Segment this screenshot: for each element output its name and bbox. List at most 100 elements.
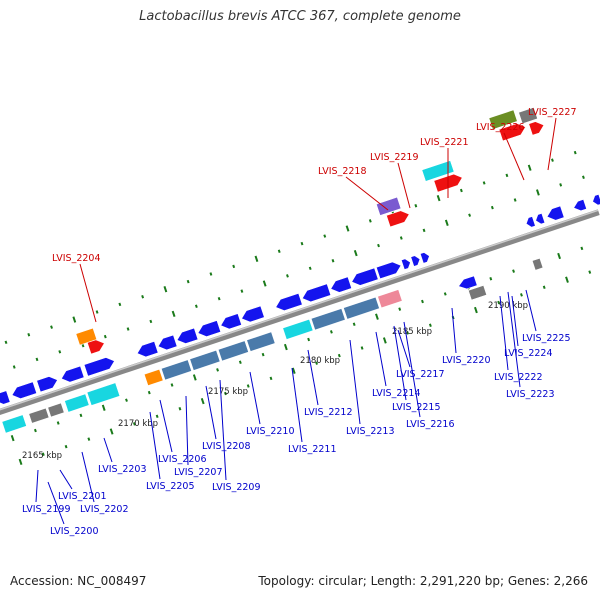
frame-tick — [565, 276, 569, 283]
frame-tick — [323, 234, 327, 238]
gene — [241, 305, 265, 323]
gene — [275, 292, 303, 312]
gene-shape — [275, 292, 303, 312]
frame-tick — [360, 346, 364, 350]
leader-line — [185, 395, 189, 466]
gene — [531, 257, 544, 271]
frame-tick — [377, 243, 380, 248]
gene-shape — [386, 210, 410, 228]
leader-line — [103, 437, 113, 463]
leader-line — [79, 263, 97, 323]
frame-tick — [490, 205, 494, 210]
frame-tick — [436, 194, 441, 202]
gene-shape — [351, 267, 379, 286]
gene-shape — [528, 121, 545, 136]
gene-shape — [458, 275, 478, 290]
gene-label: LVIS_2215 — [392, 402, 441, 413]
kbp-label: 2190 kbp — [488, 301, 528, 311]
frame-tick — [588, 270, 592, 274]
gene-label: LVIS_2227 — [528, 107, 577, 118]
frame-tick — [512, 269, 515, 273]
gene-shape — [246, 331, 276, 352]
gene-label: LVIS_2213 — [346, 426, 395, 437]
leader-line — [547, 117, 557, 171]
frame-tick — [337, 353, 341, 358]
frame-tick — [468, 213, 472, 217]
gene-label: LVIS_2203 — [98, 464, 147, 475]
gene — [36, 376, 58, 393]
kbp-label: 2175 kbp — [208, 387, 248, 397]
gene-shape — [143, 368, 164, 387]
gene-shape — [546, 205, 565, 221]
frame-tick — [35, 357, 39, 362]
gene — [573, 199, 587, 212]
gene — [157, 334, 178, 351]
frame-tick — [58, 350, 62, 354]
frame-tick — [224, 391, 227, 396]
gene-label: LVIS_2208 — [202, 441, 251, 452]
gene — [11, 381, 38, 399]
gene — [217, 340, 249, 362]
frame-tick — [79, 413, 83, 418]
frame-tick — [200, 397, 205, 405]
gene — [246, 331, 276, 352]
gene-label: LVIS_2216 — [406, 419, 455, 430]
gene-shape — [330, 276, 353, 293]
gene-label: LVIS_2223 — [506, 389, 555, 400]
leader-line — [349, 339, 361, 425]
frame-tick — [307, 337, 311, 342]
frame-tick — [331, 258, 335, 263]
gene-shape — [60, 365, 85, 383]
frame-tick — [101, 404, 106, 411]
frame-tick — [398, 307, 402, 311]
frame-tick — [10, 434, 15, 442]
frame-tick — [482, 181, 486, 185]
gene — [0, 390, 11, 405]
frame-tick — [12, 365, 16, 369]
leader-line — [451, 307, 457, 354]
frame-tick — [308, 266, 312, 271]
leader-line — [205, 385, 217, 440]
frame-tick — [155, 414, 159, 419]
gene — [330, 276, 353, 293]
genome-backbone — [0, 209, 600, 415]
gene-label: LVIS_2214 — [372, 388, 421, 399]
gene-shape — [419, 252, 430, 264]
leader-line — [219, 379, 227, 481]
frame-tick — [217, 296, 221, 301]
frame-tick — [474, 306, 478, 314]
gene — [467, 285, 488, 301]
gene — [310, 308, 346, 331]
gene-shape — [47, 402, 65, 418]
gene-shape — [86, 339, 105, 355]
frame-tick — [422, 228, 426, 233]
leader-line — [503, 132, 525, 181]
gene — [28, 407, 50, 424]
frame-tick — [125, 398, 128, 402]
frame-tick — [171, 310, 176, 318]
gene — [518, 106, 538, 125]
gene — [220, 313, 242, 330]
gene-shape — [0, 390, 11, 405]
gene-shape — [157, 334, 178, 351]
frame-tick — [95, 310, 99, 314]
frame-tick — [126, 327, 130, 331]
frame-tick — [246, 384, 250, 388]
gene — [1, 414, 27, 434]
frame-tick — [254, 255, 259, 262]
gene-shape — [64, 393, 90, 413]
gene — [160, 359, 193, 381]
leader-line — [397, 329, 411, 368]
gene — [301, 283, 332, 303]
gene — [375, 261, 402, 280]
gene-shape — [282, 318, 314, 340]
gene-label: LVIS_2224 — [504, 348, 553, 359]
leader-line — [375, 331, 387, 387]
gene-shape — [375, 261, 402, 280]
leader-line — [291, 367, 303, 443]
leader-line — [59, 469, 73, 490]
frame-tick — [4, 340, 8, 345]
gene — [75, 327, 98, 346]
gene — [421, 160, 455, 182]
